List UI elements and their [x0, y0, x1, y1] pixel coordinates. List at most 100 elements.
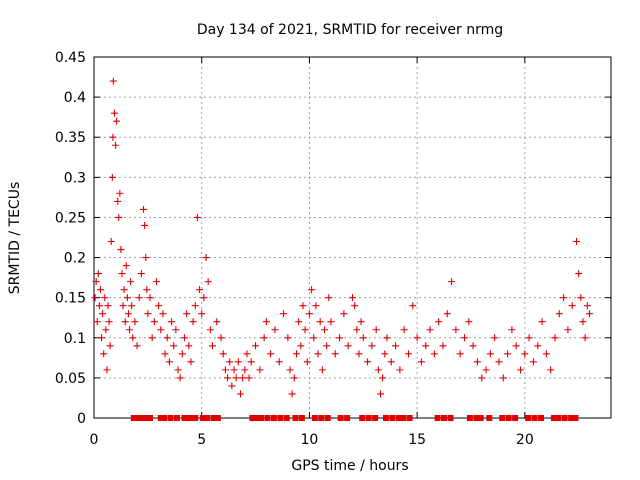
- data-point: [168, 318, 176, 326]
- data-point: [108, 173, 116, 181]
- zero-value-point: [447, 415, 454, 421]
- data-point: [103, 366, 111, 374]
- zero-value-point: [138, 415, 145, 421]
- zero-value-point: [135, 415, 142, 421]
- zero-value-point: [147, 415, 154, 421]
- data-point: [105, 318, 113, 326]
- data-point: [351, 302, 359, 310]
- zero-value-point: [400, 415, 407, 421]
- data-point: [232, 374, 240, 382]
- data-point: [495, 358, 503, 366]
- data-point: [239, 374, 247, 382]
- data-point: [312, 302, 320, 310]
- zero-value-point: [525, 415, 532, 421]
- data-point: [573, 238, 581, 246]
- data-point: [129, 334, 137, 342]
- data-point: [529, 358, 537, 366]
- data-point: [310, 334, 318, 342]
- data-point: [336, 334, 344, 342]
- data-point: [308, 286, 316, 294]
- grid-lines: [94, 57, 611, 418]
- x-tick-label: 15: [408, 432, 426, 448]
- data-point: [189, 318, 197, 326]
- axis-ticks: 0 0.05 0.1 0.15 0.2 0.25 0.3 0.35 0.4 0.45 0 5 10 15 2…: [55, 50, 611, 448]
- data-point: [271, 326, 279, 334]
- data-point: [583, 302, 591, 310]
- data-point: [288, 390, 296, 398]
- data-point: [148, 334, 156, 342]
- data-point: [379, 374, 387, 382]
- data-point: [204, 278, 212, 286]
- data-point: [547, 366, 555, 374]
- data-point: [297, 342, 305, 350]
- data-point: [94, 270, 102, 278]
- data-point: [331, 350, 339, 358]
- data-point: [124, 310, 132, 318]
- data-point: [512, 342, 520, 350]
- data-point: [150, 318, 158, 326]
- zero-value-point: [359, 415, 366, 421]
- data-point: [141, 221, 149, 229]
- zero-value-point: [441, 415, 448, 421]
- data-point: [174, 366, 182, 374]
- data-point: [107, 238, 115, 246]
- x-tick-label: 5: [197, 432, 206, 448]
- data-point: [113, 117, 121, 125]
- data-point: [538, 318, 546, 326]
- data-point: [508, 326, 516, 334]
- data-point: [267, 350, 275, 358]
- zero-value-point: [181, 415, 188, 421]
- data-point: [180, 334, 188, 342]
- data-point: [575, 270, 583, 278]
- data-point: [112, 141, 120, 149]
- data-point: [213, 318, 221, 326]
- zero-value-point: [365, 415, 372, 421]
- data-point: [320, 326, 328, 334]
- y-tick-label: 0.25: [55, 210, 86, 226]
- data-point: [152, 278, 160, 286]
- data-point: [469, 342, 477, 350]
- data-point: [353, 326, 361, 334]
- data-point: [116, 189, 124, 197]
- data-point: [314, 350, 322, 358]
- data-point: [99, 310, 107, 318]
- data-point: [256, 366, 264, 374]
- data-point: [465, 318, 473, 326]
- data-point: [426, 326, 434, 334]
- data-point: [372, 326, 380, 334]
- zero-value-point: [505, 415, 512, 421]
- zero-value-point: [477, 415, 484, 421]
- data-point: [126, 326, 134, 334]
- zero-value-point: [157, 415, 164, 421]
- data-point: [568, 302, 576, 310]
- data-point: [448, 278, 456, 286]
- data-point: [323, 342, 331, 350]
- data-point: [383, 334, 391, 342]
- zero-value-point: [167, 415, 174, 421]
- data-point: [555, 310, 563, 318]
- data-point: [295, 318, 303, 326]
- zero-value-point: [434, 415, 441, 421]
- zero-value-point: [337, 415, 344, 421]
- data-point: [252, 342, 260, 350]
- data-point: [157, 326, 165, 334]
- zero-value-point: [311, 415, 318, 421]
- data-point: [422, 342, 430, 350]
- data-point: [357, 318, 365, 326]
- data-point: [577, 294, 585, 302]
- y-tick-label: 0.05: [55, 371, 86, 387]
- zero-value-point: [318, 415, 325, 421]
- zero-value-point: [550, 415, 557, 421]
- data-point: [275, 358, 283, 366]
- data-point: [92, 278, 100, 286]
- zero-value-point: [161, 415, 168, 421]
- zero-value-point: [561, 415, 568, 421]
- data-point: [260, 334, 268, 342]
- data-point: [247, 358, 255, 366]
- x-tick-label: 0: [90, 432, 99, 448]
- data-point: [262, 318, 270, 326]
- data-point: [110, 109, 118, 117]
- zero-value-point: [257, 415, 264, 421]
- data-point: [318, 366, 326, 374]
- data-point: [170, 342, 178, 350]
